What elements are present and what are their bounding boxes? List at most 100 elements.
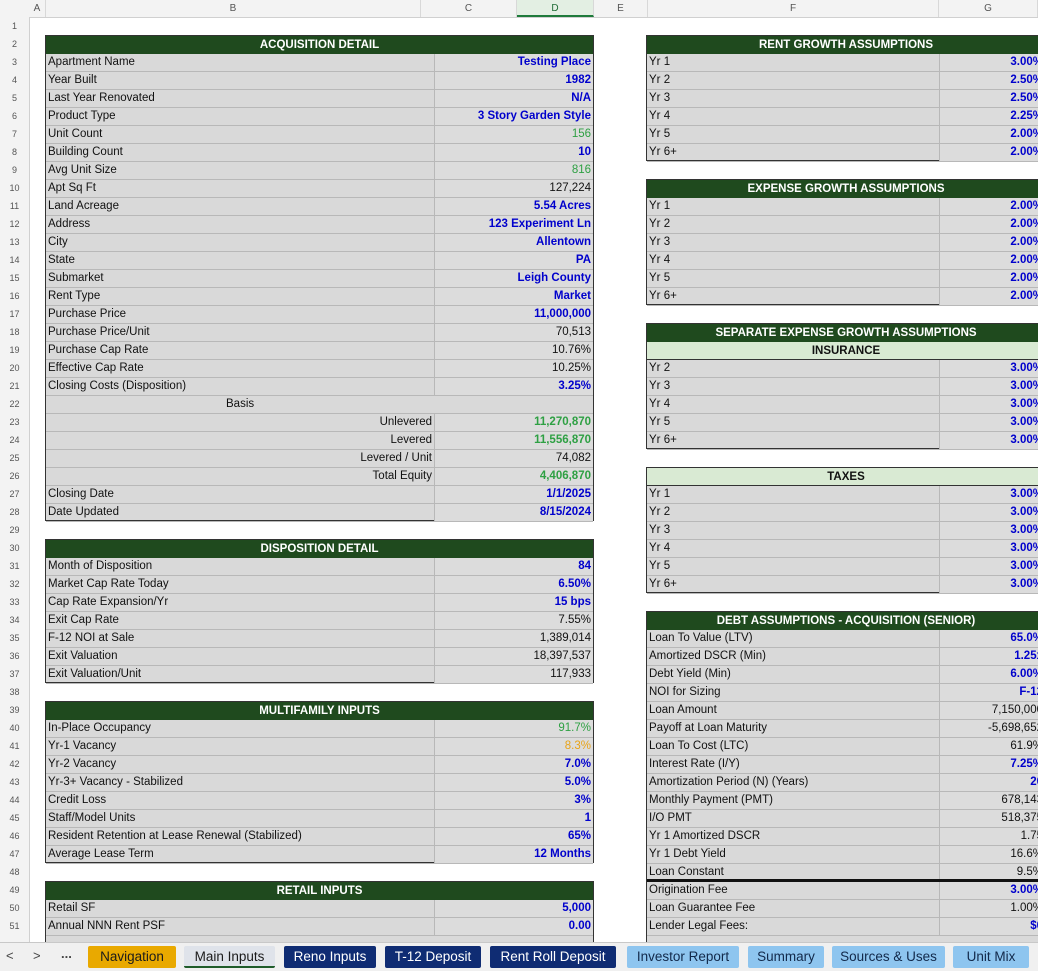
row-value[interactable]: 123 Experiment Ln bbox=[488, 218, 591, 230]
row-value[interactable]: 16.6% bbox=[1010, 848, 1038, 860]
row-header[interactable]: 45 bbox=[9, 813, 20, 823]
value-cell[interactable] bbox=[939, 702, 1038, 719]
value-cell[interactable] bbox=[939, 288, 1038, 305]
value-cell[interactable] bbox=[434, 486, 593, 503]
value-cell[interactable] bbox=[939, 414, 1038, 431]
column-header-e[interactable]: E bbox=[594, 0, 648, 17]
row-value[interactable]: 10.25% bbox=[551, 362, 591, 374]
row-value[interactable]: 7.25% bbox=[1010, 758, 1038, 770]
row-value[interactable]: 2.25% bbox=[1010, 110, 1038, 122]
row-value[interactable]: 5.0% bbox=[564, 776, 591, 788]
row-value[interactable]: 1.00% bbox=[1010, 902, 1038, 914]
row-value[interactable]: 8.3% bbox=[564, 740, 591, 752]
row-value[interactable]: 2.00% bbox=[1010, 200, 1038, 212]
value-cell[interactable] bbox=[434, 180, 593, 197]
row-header[interactable]: 38 bbox=[9, 687, 20, 697]
row-header[interactable]: 34 bbox=[9, 615, 20, 625]
row-header[interactable]: 25 bbox=[9, 453, 20, 463]
row-header[interactable]: 28 bbox=[9, 507, 20, 517]
row-value[interactable]: 6.50% bbox=[558, 578, 591, 590]
value-cell[interactable] bbox=[434, 666, 593, 683]
row-header[interactable]: 44 bbox=[9, 795, 20, 805]
row-header[interactable]: 15 bbox=[9, 273, 20, 283]
row-value[interactable]: 3.00% bbox=[1010, 380, 1038, 392]
sheet-tab-main-inputs[interactable]: Main Inputs bbox=[184, 946, 275, 968]
value-cell[interactable] bbox=[939, 756, 1038, 773]
value-cell[interactable] bbox=[434, 468, 593, 485]
row-value[interactable]: 2.00% bbox=[1010, 236, 1038, 248]
row-value[interactable]: Allentown bbox=[536, 236, 591, 248]
row-header[interactable]: 40 bbox=[9, 723, 20, 733]
row-value[interactable]: $0 bbox=[1030, 920, 1038, 932]
row-value[interactable]: 1 bbox=[584, 812, 591, 824]
row-value[interactable]: 1/1/2025 bbox=[546, 488, 591, 500]
value-cell[interactable] bbox=[939, 828, 1038, 845]
row-header[interactable]: 1 bbox=[11, 21, 17, 31]
row-header[interactable]: 36 bbox=[9, 651, 20, 661]
row-header[interactable]: 29 bbox=[9, 525, 20, 535]
row-header[interactable]: 27 bbox=[9, 489, 20, 499]
row-value[interactable]: 1,389,014 bbox=[539, 632, 591, 644]
column-header-g[interactable]: G bbox=[939, 0, 1038, 17]
row-header[interactable]: 7 bbox=[11, 129, 17, 139]
row-value[interactable]: 3% bbox=[574, 794, 591, 806]
value-cell[interactable] bbox=[434, 432, 593, 449]
value-cell[interactable] bbox=[939, 630, 1038, 647]
row-value[interactable]: 12 Months bbox=[534, 848, 591, 860]
row-header[interactable]: 46 bbox=[9, 831, 20, 841]
row-value[interactable]: 2.00% bbox=[1010, 128, 1038, 140]
value-cell[interactable] bbox=[434, 738, 593, 755]
value-cell[interactable] bbox=[939, 432, 1038, 449]
row-value[interactable]: 11,000,000 bbox=[534, 308, 591, 320]
value-cell[interactable] bbox=[939, 558, 1038, 575]
value-cell[interactable] bbox=[434, 126, 593, 143]
value-cell[interactable] bbox=[939, 792, 1038, 809]
column-header-f[interactable]: F bbox=[648, 0, 939, 17]
row-header[interactable]: 26 bbox=[9, 471, 20, 481]
row-header[interactable]: 35 bbox=[9, 633, 20, 643]
value-cell[interactable] bbox=[939, 216, 1038, 233]
row-value[interactable]: Market bbox=[553, 290, 591, 302]
value-cell[interactable] bbox=[939, 720, 1038, 737]
value-cell[interactable] bbox=[434, 900, 593, 917]
value-cell[interactable] bbox=[939, 90, 1038, 107]
row-header[interactable]: 8 bbox=[11, 147, 17, 157]
more-tabs-button[interactable]: ... bbox=[61, 946, 72, 961]
row-value[interactable]: 4,406,870 bbox=[539, 470, 591, 482]
value-cell[interactable] bbox=[434, 558, 593, 575]
row-value[interactable]: 9.5% bbox=[1016, 866, 1038, 878]
column-header-c[interactable]: C bbox=[421, 0, 517, 17]
row-value[interactable]: 127,224 bbox=[549, 182, 591, 194]
row-value[interactable]: 678,143 bbox=[1001, 794, 1038, 806]
row-value[interactable]: 3.00% bbox=[1010, 524, 1038, 536]
row-header[interactable]: 41 bbox=[9, 741, 20, 751]
row-value[interactable]: 3.00% bbox=[1010, 416, 1038, 428]
value-cell[interactable] bbox=[434, 918, 593, 935]
value-cell[interactable] bbox=[939, 360, 1038, 377]
row-header[interactable]: 17 bbox=[9, 309, 20, 319]
row-value[interactable]: 5,000 bbox=[562, 902, 591, 914]
value-cell[interactable] bbox=[939, 900, 1038, 917]
value-cell[interactable] bbox=[939, 864, 1038, 879]
value-cell[interactable] bbox=[434, 198, 593, 215]
column-header-a[interactable]: A bbox=[29, 0, 46, 17]
row-value[interactable]: 8/15/2024 bbox=[539, 506, 591, 518]
column-header-b[interactable]: B bbox=[46, 0, 421, 17]
row-value[interactable]: 1.75 bbox=[1020, 830, 1038, 842]
value-cell[interactable] bbox=[434, 288, 593, 305]
row-value[interactable]: 11,270,870 bbox=[534, 416, 591, 428]
row-header[interactable]: 49 bbox=[9, 885, 20, 895]
row-value[interactable]: 117,933 bbox=[550, 668, 591, 680]
row-header[interactable]: 4 bbox=[11, 75, 17, 85]
value-cell[interactable] bbox=[434, 216, 593, 233]
row-value[interactable]: 91.7% bbox=[558, 722, 591, 734]
row-header[interactable]: 37 bbox=[9, 669, 20, 679]
row-value[interactable]: 3.25% bbox=[558, 380, 591, 392]
row-value[interactable]: 7,150,000 bbox=[991, 704, 1038, 716]
value-cell[interactable] bbox=[939, 522, 1038, 539]
value-cell[interactable] bbox=[939, 54, 1038, 71]
value-cell[interactable] bbox=[434, 414, 593, 431]
value-cell[interactable] bbox=[939, 144, 1038, 161]
row-header[interactable]: 47 bbox=[9, 849, 20, 859]
value-cell[interactable] bbox=[939, 198, 1038, 215]
